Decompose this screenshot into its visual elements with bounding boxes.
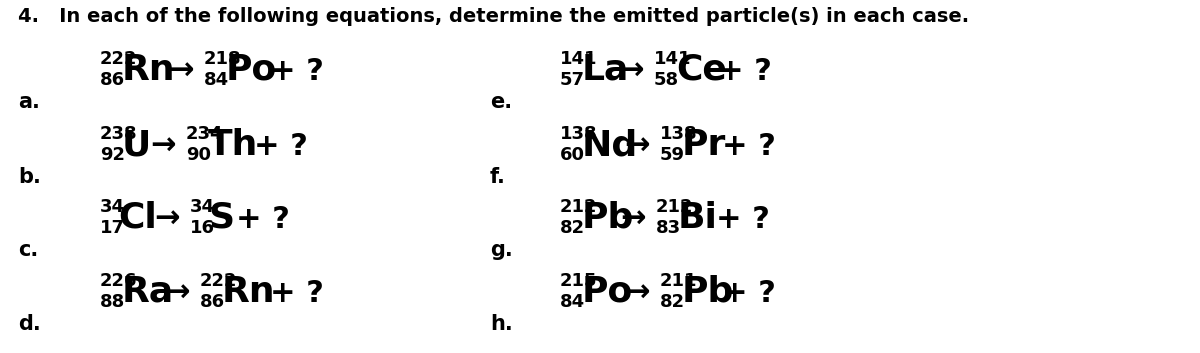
Text: →: →	[168, 57, 193, 86]
Text: 215: 215	[560, 272, 598, 290]
Text: Po: Po	[582, 275, 634, 309]
Text: + ?: + ?	[254, 132, 308, 161]
Text: 211: 211	[660, 272, 697, 290]
Text: 34: 34	[190, 198, 215, 216]
Text: 226: 226	[100, 272, 138, 290]
Text: 34: 34	[100, 198, 125, 216]
Text: 90: 90	[186, 146, 211, 164]
Text: →: →	[620, 205, 646, 234]
Text: 138: 138	[660, 125, 697, 143]
Text: + ?: + ?	[236, 205, 290, 234]
Text: c.: c.	[18, 240, 38, 260]
Text: 17: 17	[100, 219, 125, 237]
Text: 222: 222	[100, 50, 138, 68]
Text: U: U	[122, 128, 151, 162]
Text: 83: 83	[656, 219, 682, 237]
Text: 138: 138	[560, 125, 598, 143]
Text: →: →	[624, 279, 649, 308]
Text: 212: 212	[560, 198, 598, 216]
Text: 58: 58	[654, 71, 679, 89]
Text: →: →	[150, 132, 175, 161]
Text: 59: 59	[660, 146, 685, 164]
Text: h.: h.	[490, 314, 512, 334]
Text: 238: 238	[100, 125, 138, 143]
Text: 218: 218	[204, 50, 241, 68]
Text: 84: 84	[560, 293, 586, 311]
Text: →: →	[164, 279, 190, 308]
Text: 212: 212	[656, 198, 694, 216]
Text: + ?: + ?	[716, 205, 770, 234]
Text: a.: a.	[18, 92, 40, 112]
Text: La: La	[582, 53, 629, 87]
Text: Ce: Ce	[676, 53, 727, 87]
Text: f.: f.	[490, 167, 506, 187]
Text: 82: 82	[560, 219, 586, 237]
Text: 82: 82	[660, 293, 685, 311]
Text: 88: 88	[100, 293, 125, 311]
Text: 86: 86	[200, 293, 226, 311]
Text: →: →	[154, 205, 180, 234]
Text: →: →	[618, 57, 643, 86]
Text: + ?: + ?	[270, 279, 324, 308]
Text: + ?: + ?	[722, 132, 776, 161]
Text: Cl: Cl	[118, 201, 157, 235]
Text: Pb: Pb	[582, 201, 635, 235]
Text: 234: 234	[186, 125, 223, 143]
Text: + ?: + ?	[270, 57, 324, 86]
Text: Th: Th	[208, 128, 258, 162]
Text: S: S	[208, 201, 234, 235]
Text: + ?: + ?	[722, 279, 776, 308]
Text: Nd: Nd	[582, 128, 638, 162]
Text: 16: 16	[190, 219, 215, 237]
Text: 57: 57	[560, 71, 586, 89]
Text: Bi: Bi	[678, 201, 718, 235]
Text: 86: 86	[100, 71, 125, 89]
Text: Ra: Ra	[122, 275, 174, 309]
Text: Po: Po	[226, 53, 277, 87]
Text: g.: g.	[490, 240, 512, 260]
Text: →: →	[624, 132, 649, 161]
Text: e.: e.	[490, 92, 512, 112]
Text: 141: 141	[560, 50, 598, 68]
Text: 222: 222	[200, 272, 238, 290]
Text: Rn: Rn	[222, 275, 276, 309]
Text: Pr: Pr	[682, 128, 726, 162]
Text: 84: 84	[204, 71, 229, 89]
Text: 4.   In each of the following equations, determine the emitted particle(s) in ea: 4. In each of the following equations, d…	[18, 7, 970, 26]
Text: + ?: + ?	[718, 57, 772, 86]
Text: 60: 60	[560, 146, 586, 164]
Text: 141: 141	[654, 50, 691, 68]
Text: d.: d.	[18, 314, 41, 334]
Text: Pb: Pb	[682, 275, 734, 309]
Text: b.: b.	[18, 167, 41, 187]
Text: 92: 92	[100, 146, 125, 164]
Text: Rn: Rn	[122, 53, 175, 87]
